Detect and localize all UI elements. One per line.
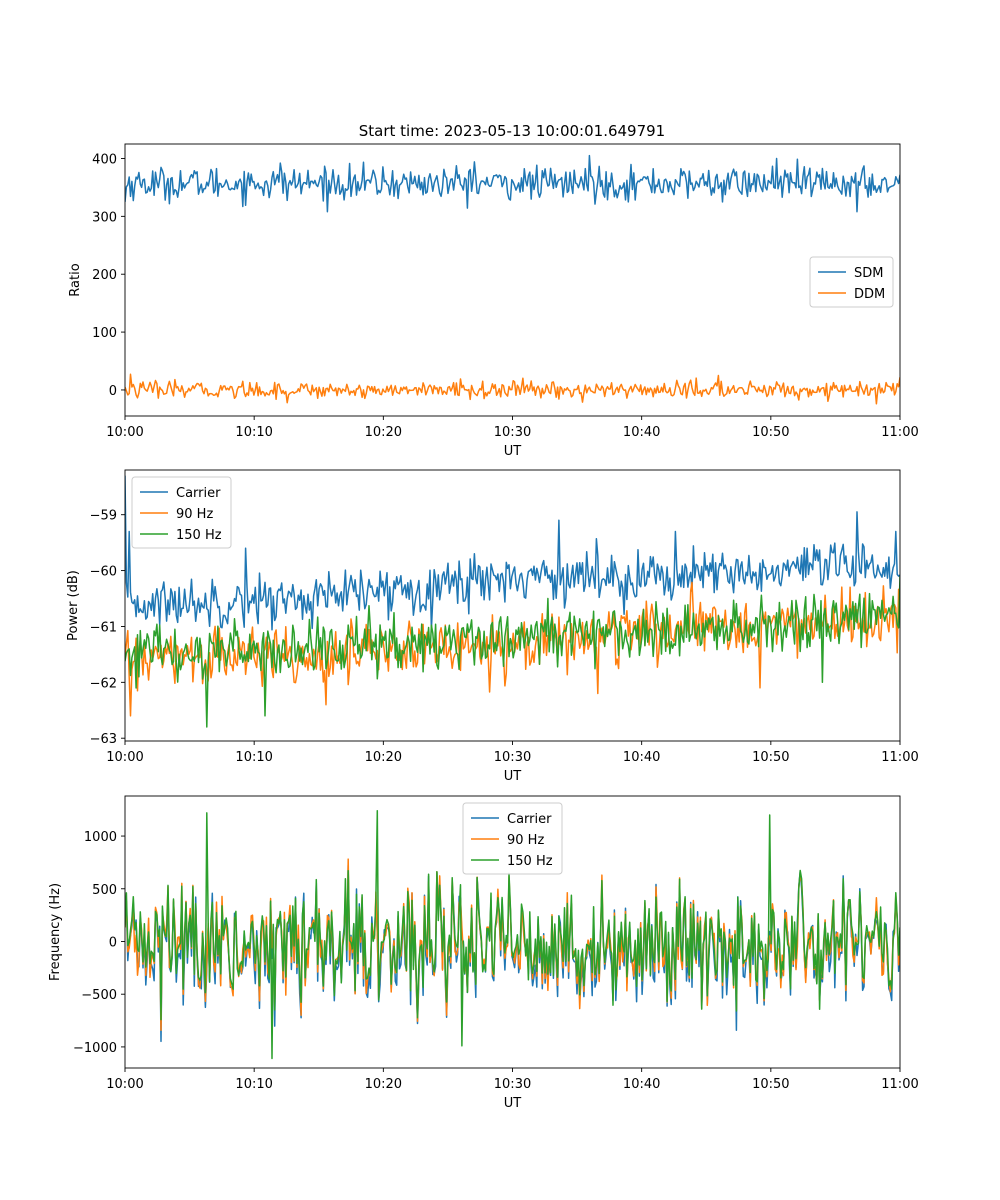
x-tick-label: 10:10 [235,425,272,440]
x-tick-label: 11:00 [881,425,918,440]
x-tick-label: 10:00 [106,750,143,765]
legend-label: 150 Hz [176,528,222,543]
y-tick-label: −60 [90,565,117,580]
y-tick-label: 500 [92,883,117,898]
y-tick-label: −59 [90,509,117,524]
y-tick-label: 200 [92,268,117,283]
x-tick-label: 10:00 [106,1077,143,1092]
series-line-sdm [125,154,900,213]
y-tick-label: −500 [81,988,117,1003]
series-line-150-hz [125,810,900,1060]
x-tick-label: 10:10 [235,750,272,765]
legend-label: 90 Hz [507,833,544,848]
x-tick-label: 10:40 [623,1077,660,1092]
x-tick-label: 10:40 [623,750,660,765]
y-tick-label: −1000 [73,1041,117,1056]
y-tick-label: 0 [109,935,117,950]
legend-box [131,476,232,549]
legend-label: 90 Hz [176,507,213,522]
legend-label: SDM [854,266,883,281]
series-line-150-hz [125,576,900,728]
y-tick-label: 1000 [84,830,117,845]
y-tick-label: 400 [92,152,117,167]
x-axis-label: UT [504,769,522,784]
legend: Carrier 90 Hz 150 Hz [131,476,232,549]
legend: Carrier 90 Hz 150 Hz [462,802,563,875]
x-tick-label: 11:00 [881,1077,918,1092]
panels: 10:00 10:10 10:20 10:30 10:40 10:50 11:00 0 100 2… [48,143,919,1111]
x-axis-label: UT [504,1096,522,1111]
x-tick-label: 10:30 [494,425,531,440]
x-tick-label: 10:50 [752,750,789,765]
y-tick-label: −61 [90,620,117,635]
x-tick-label: 10:50 [752,425,789,440]
series-line-ddm [125,373,900,405]
axes-frame [124,469,901,742]
x-tick-label: 10:20 [365,750,402,765]
chart-panel-2: 10:00 10:10 10:20 10:30 10:40 10:50 11:00 −63 −6… [66,469,919,784]
series-line-carrier [125,475,900,631]
y-axis-label: Frequency (Hz) [48,883,63,981]
legend-label: Carrier [507,812,552,827]
x-tick-label: 10:30 [494,750,531,765]
y-axis-label: Power (dB) [66,570,81,641]
x-tick-label: 10:50 [752,1077,789,1092]
chart-panel-3: 10:00 10:10 10:20 10:30 10:40 10:50 11:00 −1000… [48,795,919,1111]
legend-label: Carrier [176,486,221,501]
x-tick-label: 10:20 [365,425,402,440]
y-tick-label: 0 [109,384,117,399]
y-tick-label: −63 [90,732,117,747]
figure-title: Start time: 2023-05-13 10:00:01.649791 [359,122,665,140]
chart-panel-1: 10:00 10:10 10:20 10:30 10:40 10:50 11:00 0 100 2… [68,143,919,459]
y-tick-label: 100 [92,326,117,341]
legend-label: DDM [854,287,885,302]
y-tick-label: 300 [92,210,117,225]
y-axis-label: Ratio [68,263,83,296]
x-tick-label: 10:20 [365,1077,402,1092]
legend-label: 150 Hz [507,854,553,869]
x-tick-label: 10:00 [106,425,143,440]
legend: SDM DDM [809,256,894,308]
x-axis-label: UT [504,444,522,459]
x-tick-label: 11:00 [881,750,918,765]
legend-box [462,802,563,875]
legend-box [809,256,894,308]
x-tick-label: 10:40 [623,425,660,440]
x-tick-label: 10:30 [494,1077,531,1092]
y-tick-label: −62 [90,676,117,691]
x-tick-label: 10:10 [235,1077,272,1092]
